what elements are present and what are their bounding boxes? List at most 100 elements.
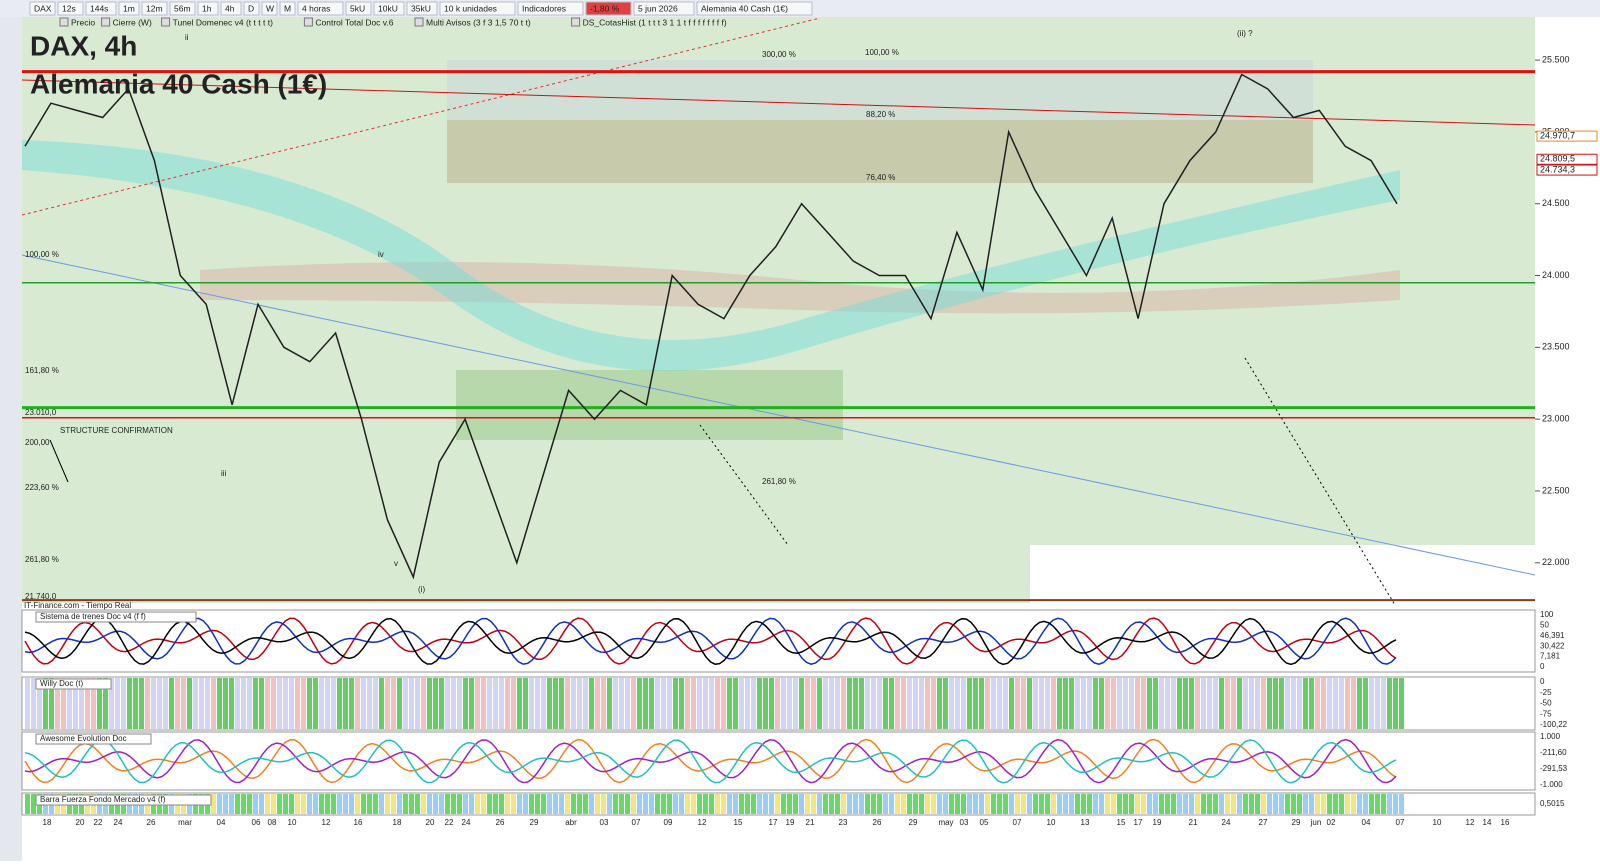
panel-stripe — [427, 794, 432, 814]
panel-stripe — [1267, 678, 1272, 729]
panel-stripe — [1159, 794, 1164, 814]
toolbar-button[interactable] — [141, 1, 168, 16]
source-label: IT-Finance.com - Tiempo Real — [24, 601, 131, 610]
panel-title: Sistema de trenes Doc v4 (f f) — [40, 612, 146, 621]
panel-stripe — [1063, 794, 1068, 814]
x-tick-label: 26 — [496, 818, 505, 827]
panel-stripe — [595, 678, 600, 729]
panel-stripe — [1045, 678, 1050, 729]
chart-subtitle: Alemania 40 Cash (1€) — [30, 68, 327, 99]
annotation: 200,00 — [25, 438, 50, 447]
toolbar-button[interactable] — [220, 1, 242, 16]
panel-title-bg — [35, 678, 112, 690]
panel-stripe — [559, 678, 564, 729]
panel-axis-label: 0 — [1540, 677, 1545, 686]
panel-stripe — [793, 794, 798, 814]
toolbar-button[interactable] — [243, 1, 260, 16]
x-tick-label: 10 — [288, 818, 297, 827]
x-tick-label: 03 — [960, 818, 969, 827]
panel-stripe — [1171, 794, 1176, 814]
panel-stripe — [205, 678, 210, 729]
toolbar-button[interactable] — [169, 1, 196, 16]
toolbar-button[interactable] — [57, 1, 84, 16]
toolbar-label: Alemania 40 Cash (1€) — [701, 3, 788, 13]
panel-stripe — [811, 678, 816, 729]
panel-stripe — [451, 678, 456, 729]
toolbar-label: 10kU — [378, 3, 398, 13]
panel-stripe — [1369, 794, 1374, 814]
x-tick-label: 17 — [1134, 818, 1143, 827]
panel-stripe — [1363, 794, 1368, 814]
panel-stripe — [571, 678, 576, 729]
toolbar-button[interactable] — [118, 1, 140, 16]
panel-stripe — [1345, 794, 1350, 814]
panel-trace — [24, 617, 1397, 665]
panel-stripe — [1153, 678, 1158, 729]
panel-stripe — [697, 794, 702, 814]
panel-stripe — [1375, 794, 1380, 814]
panel-stripe — [1015, 794, 1020, 814]
panel-stripe — [1111, 794, 1116, 814]
panel-stripe — [493, 794, 498, 814]
panel-stripe — [649, 678, 654, 729]
panel-stripe — [325, 794, 330, 814]
panel-stripe — [679, 794, 684, 814]
panel-stripe — [895, 794, 900, 814]
panel-stripe — [1219, 678, 1224, 729]
annotation: 261,80 % — [25, 555, 59, 564]
toolbar-button[interactable] — [696, 1, 813, 16]
panel-stripe — [307, 678, 312, 729]
panel-stripe — [1219, 794, 1224, 814]
panel-stripe — [1387, 678, 1392, 729]
toolbar-button[interactable] — [517, 1, 584, 16]
panel-stripe — [715, 794, 720, 814]
panel-stripe — [1213, 794, 1218, 814]
panel-stripe — [301, 678, 306, 729]
panel-stripe — [409, 794, 414, 814]
price-tag-label: 24.734,3 — [1540, 164, 1575, 174]
toolbar-label: M — [284, 3, 291, 13]
toolbar-button[interactable] — [345, 1, 372, 16]
panel-stripe — [847, 678, 852, 729]
panel-stripe — [1135, 794, 1140, 814]
indicator-chip[interactable] — [59, 17, 69, 27]
panel-stripe — [37, 678, 42, 729]
toolbar-button[interactable] — [297, 1, 344, 16]
panel-stripe — [469, 794, 474, 814]
panel-stripe — [1033, 794, 1038, 814]
toolbar-button[interactable] — [197, 1, 219, 16]
x-tick-label: 07 — [632, 818, 641, 827]
toolbar-button[interactable] — [85, 1, 117, 16]
panel-stripe — [487, 678, 492, 729]
toolbar-button[interactable] — [279, 1, 296, 16]
chart-title: DAX, 4h — [30, 30, 137, 61]
panel-stripe — [433, 678, 438, 729]
panel-stripe — [871, 794, 876, 814]
toolbar-button[interactable] — [585, 1, 632, 16]
toolbar-button[interactable] — [439, 1, 516, 16]
indicator-chip[interactable] — [303, 17, 313, 27]
panel-stripe — [235, 794, 240, 814]
panel-stripe — [1321, 678, 1326, 729]
target-zone — [456, 370, 843, 440]
indicator-chip[interactable] — [414, 17, 424, 27]
panel-stripe — [343, 794, 348, 814]
panel-stripe — [331, 678, 336, 729]
indicator-chip[interactable] — [161, 17, 171, 27]
panel-stripe — [1303, 678, 1308, 729]
panel-stripe — [727, 678, 732, 729]
panel-stripe — [817, 678, 822, 729]
toolbar-button[interactable] — [633, 1, 695, 16]
toolbar-button[interactable] — [406, 1, 438, 16]
x-tick-label: 29 — [909, 818, 918, 827]
panel-stripe — [1057, 794, 1062, 814]
indicator-chip[interactable] — [571, 17, 581, 27]
panel-stripe — [655, 678, 660, 729]
toolbar-button[interactable] — [261, 1, 278, 16]
panel-stripe — [1279, 794, 1284, 814]
toolbar-button[interactable] — [29, 1, 56, 16]
toolbar-button[interactable] — [373, 1, 405, 16]
arrow-line — [49, 439, 69, 483]
indicator-chip[interactable] — [101, 17, 111, 27]
panel-stripe — [1033, 678, 1038, 729]
